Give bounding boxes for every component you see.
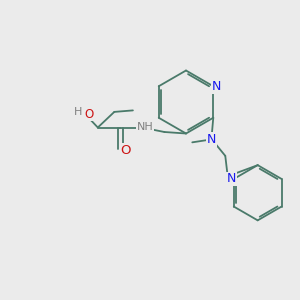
Text: NH: NH <box>136 122 153 133</box>
Text: N: N <box>207 133 217 146</box>
Text: N: N <box>212 80 222 93</box>
Text: O: O <box>120 143 131 157</box>
Text: O: O <box>84 107 93 121</box>
Text: H: H <box>74 106 82 117</box>
Text: N: N <box>227 172 236 185</box>
